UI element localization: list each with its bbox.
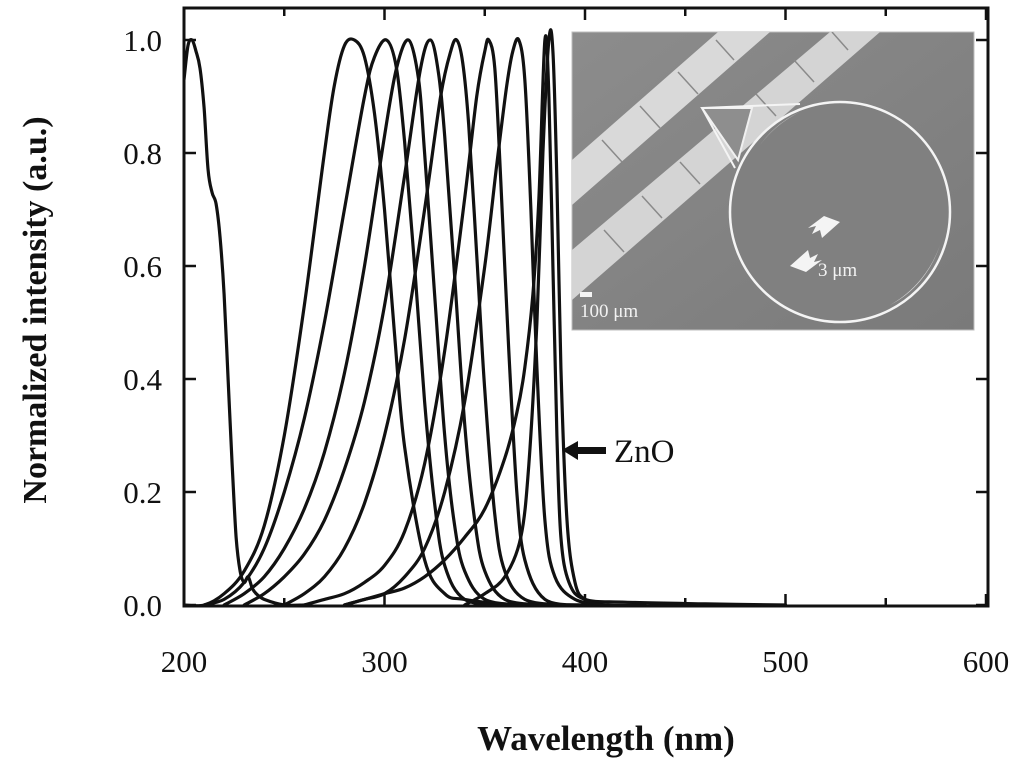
zno-annotation: ZnO <box>562 434 675 470</box>
y-tick-label: 0.0 <box>123 588 162 623</box>
y-tick-label: 0.8 <box>123 136 162 171</box>
scale-bar-label: 100 μm <box>580 301 638 322</box>
spectrum-line-peak-367 <box>342 37 607 607</box>
x-tick-label: 600 <box>963 644 1010 679</box>
feature-size-label: 3 μm <box>818 260 857 281</box>
spectrum-line-peak-352 <box>302 37 587 607</box>
y-tick-label: 0.4 <box>123 362 162 397</box>
x-axis-label: Wavelength (nm) <box>477 719 735 758</box>
spectrum-line-peak-382 <box>463 28 647 607</box>
x-tick-label: 500 <box>762 644 809 679</box>
spectrum-line-peak-323 <box>242 38 547 607</box>
x-tick-label: 400 <box>562 644 609 679</box>
spectrum-line-peak-204 <box>184 38 306 607</box>
y-tick-label: 0.6 <box>123 249 162 284</box>
x-tick-label: 200 <box>161 644 208 679</box>
y-tick-label: 1.0 <box>123 23 162 58</box>
spectrum-line-peak-380 <box>342 34 788 607</box>
scale-bar <box>580 292 592 297</box>
zno-label: ZnO <box>614 434 675 470</box>
y-tick-label: 0.2 <box>123 475 162 510</box>
spectrum-line-peak-301 <box>202 38 507 607</box>
spectrum-line-peak-312 <box>222 38 527 607</box>
inset-arrow-right-icon <box>808 216 840 238</box>
sem-inset-image: 100 μm 3 μm <box>571 31 975 331</box>
inset-arrow-left-icon <box>790 250 822 272</box>
spectra-curves <box>184 28 788 608</box>
arrow-left-icon <box>562 441 606 460</box>
y-axis-label: Normalized intensity (a.u.) <box>17 116 54 503</box>
spectrum-line-peak-285 <box>184 37 507 608</box>
x-tick-labels: 200 300 400 500 600 <box>161 644 1010 679</box>
y-tick-labels: 0.0 0.2 0.4 0.6 0.8 1.0 <box>123 23 162 623</box>
x-tick-label: 300 <box>361 644 408 679</box>
